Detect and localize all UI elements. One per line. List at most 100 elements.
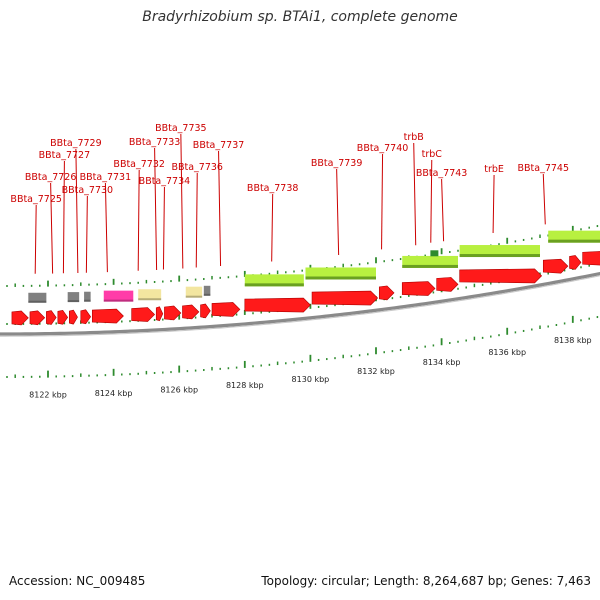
gene-label: BBta_7727	[39, 150, 91, 161]
gene-arrow	[200, 303, 211, 319]
gene-label: BBta_7726	[25, 172, 77, 183]
lime-feature-edge	[459, 254, 540, 258]
backbone-arc	[0, 271, 600, 336]
feature-block-edge	[84, 299, 91, 302]
lime-feature-edge	[244, 283, 304, 287]
gray-feature-block	[84, 291, 91, 302]
gene-label-leader	[180, 133, 184, 269]
feature-layer	[11, 230, 600, 326]
gene-label: BBta_7729	[50, 138, 102, 149]
scale-label: 8134 kbp	[423, 358, 461, 367]
feature-block-edge	[103, 299, 134, 302]
gene-label: BBta_7732	[113, 159, 165, 170]
gene-arrow	[569, 255, 582, 270]
page-title: Bradyrhizobium sp. BTAi1, complete genom…	[142, 9, 458, 25]
gene-arrow	[91, 308, 124, 324]
scale-label: 8138 kbp	[554, 336, 592, 345]
scale-label: 8126 kbp	[160, 386, 198, 395]
yellow-feature-block	[185, 286, 203, 298]
gene-arrow	[46, 310, 57, 325]
gene-label: BBta_7738	[247, 183, 299, 194]
backbone-arc-shadow	[0, 275, 600, 337]
gene-arrow	[80, 309, 92, 325]
trbC-marker	[430, 250, 439, 257]
feature-block-edge	[28, 300, 47, 303]
gene-arrow	[378, 285, 395, 301]
gene-arrow	[29, 310, 46, 326]
gene-arrow	[155, 306, 164, 322]
gene-label: trbC	[422, 149, 443, 160]
gene-arrow	[459, 268, 543, 284]
gene-label-leader	[413, 142, 417, 246]
scale-label: 8124 kbp	[95, 389, 133, 398]
gene-label: BBta_7745	[518, 163, 570, 174]
gray-feature-block	[28, 292, 47, 303]
pink-feature-block	[103, 290, 134, 302]
gene-label-leader	[137, 169, 140, 271]
gene-label: BBta_7736	[171, 162, 223, 173]
scale-label: 8130 kbp	[292, 375, 330, 384]
leader-layer	[34, 133, 546, 274]
gene-label: BBta_7725	[10, 194, 62, 205]
gene-label-leader	[441, 178, 445, 242]
gene-label: trbB	[404, 132, 424, 143]
lime-feature-edge	[548, 239, 600, 243]
gene-label: BBta_7739	[311, 158, 363, 169]
gene-arrow	[211, 302, 241, 317]
gene-label-leader	[195, 172, 198, 268]
gray-feature-block	[203, 285, 211, 296]
yellow-feature-block	[138, 289, 162, 301]
topology-text: Topology: circular; Length: 8,264,687 bp…	[261, 574, 591, 588]
gene-arrow	[11, 310, 29, 326]
gene-label-leader	[34, 204, 37, 274]
lime-feature-block	[459, 245, 540, 258]
gene-label: BBta_7730	[62, 185, 114, 196]
feature-block-edge	[67, 300, 80, 303]
gene-label: BBta_7735	[155, 123, 207, 134]
gene-arrow	[131, 307, 156, 322]
gene-label: BBta_7733	[129, 137, 181, 148]
gene-label-leader	[162, 186, 165, 270]
gene-label-leader	[50, 182, 54, 274]
scale-label: 8132 kbp	[357, 367, 395, 376]
gene-label: BBta_7743	[416, 168, 468, 179]
feature-block-edge	[138, 298, 162, 301]
gene-label-leader	[154, 147, 158, 270]
gene-arrow	[311, 290, 379, 306]
backbone-layer	[0, 271, 600, 337]
gene-label-leader	[430, 159, 433, 243]
gene-arrow	[582, 251, 600, 266]
gene-arrow	[69, 309, 78, 325]
gene-label: BBta_7740	[357, 143, 409, 154]
label-layer: 8122 kbp 8124 kbp 8126 kbp 8128 kbp 8130 kbp…	[10, 123, 591, 400]
accession-text: Accession: NC_009485	[9, 574, 146, 588]
gene-label-leader	[104, 182, 108, 273]
gene-label: BBta_7734	[139, 176, 191, 187]
feature-block-edge	[185, 295, 203, 298]
gene-arrow	[244, 297, 311, 313]
feature-block-edge	[203, 293, 211, 296]
gene-label-leader	[62, 160, 65, 274]
gene-arrow	[57, 310, 69, 325]
lime-feature-edge	[402, 264, 458, 268]
gene-label-leader	[85, 195, 88, 273]
gene-label-leader	[75, 148, 79, 274]
lime-feature-edge	[305, 276, 376, 280]
gene-label-leader	[271, 193, 274, 262]
gene-label-leader	[218, 150, 222, 266]
gene-label-leader	[542, 173, 546, 225]
gene-label-leader	[336, 168, 340, 255]
gene-arrow	[542, 258, 569, 274]
gene-arrow	[436, 277, 459, 292]
gene-label: BBta_7737	[193, 140, 245, 151]
gene-label: trbE	[484, 164, 504, 175]
scale-label: 8122 kbp	[29, 391, 67, 400]
gene-label-leader	[381, 153, 384, 250]
gene-arrow	[182, 304, 200, 320]
scale-label: 8128 kbp	[226, 381, 264, 390]
gene-label: BBta_7731	[80, 172, 132, 183]
gene-arrow	[164, 305, 182, 321]
gene-arrow	[401, 281, 436, 296]
gray-feature-block	[67, 292, 80, 303]
